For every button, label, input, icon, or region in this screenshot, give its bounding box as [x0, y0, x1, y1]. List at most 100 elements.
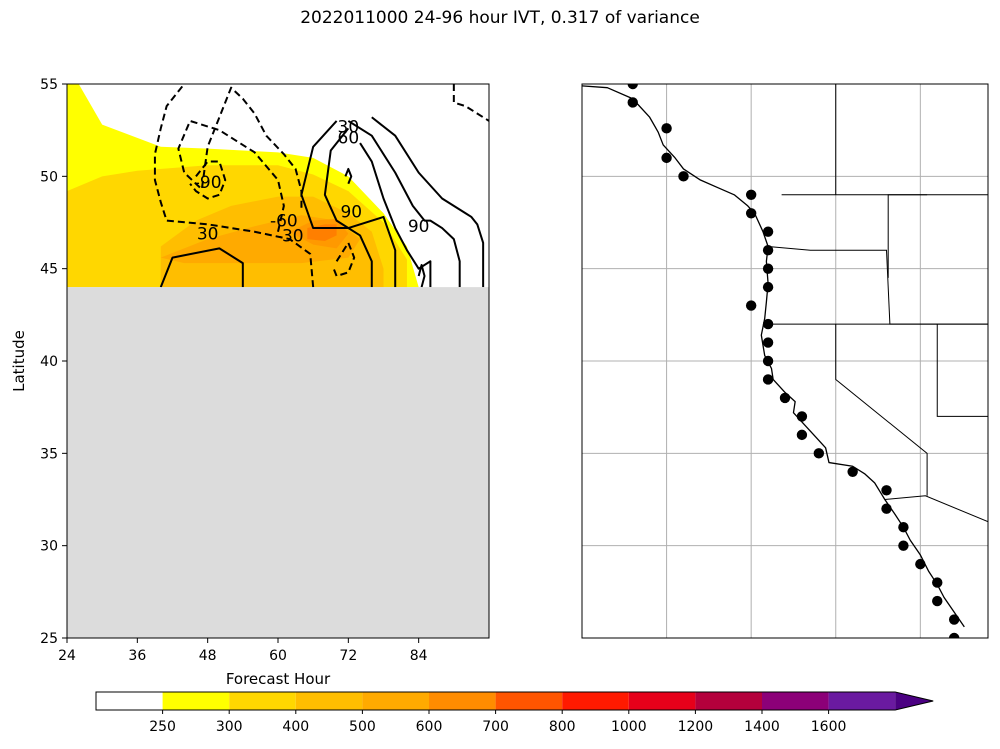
colorbar-segment	[695, 692, 762, 710]
station-point	[948, 614, 960, 625]
colorbar-segment	[828, 692, 896, 710]
colorbar-tick-label: 600	[416, 719, 443, 735]
colorbar-tick-label: 250	[149, 719, 176, 735]
colorbar-tick-label: 500	[349, 719, 376, 735]
contour-label: 60	[338, 129, 360, 149]
station-point	[661, 123, 672, 134]
contour-line--30	[452, 84, 489, 122]
contour-line-60	[323, 127, 373, 288]
colorbar-segment	[162, 692, 230, 710]
station-point	[762, 374, 774, 385]
station-point	[745, 189, 757, 200]
contour-line-90	[417, 263, 426, 288]
state-border	[887, 194, 928, 278]
y-tick-label: 35	[40, 446, 58, 462]
x-tick-label: 24	[58, 648, 76, 664]
station-point	[762, 245, 774, 256]
colorbar-tick-label: 1600	[811, 719, 847, 735]
x-tick-label: 48	[199, 648, 217, 664]
station-point	[932, 577, 943, 588]
contour-line--60	[177, 86, 303, 232]
contour-label: 30	[338, 117, 360, 137]
station-point	[745, 300, 757, 311]
x-tick-label: 84	[410, 648, 428, 664]
station-point	[627, 97, 638, 108]
station-point	[898, 522, 909, 533]
contour-line-60	[347, 120, 461, 288]
station-point	[932, 595, 943, 607]
colorbar-tick-label: 800	[549, 719, 576, 735]
station-point	[762, 263, 774, 274]
station-point	[762, 337, 774, 348]
map-frame	[581, 83, 989, 639]
station-point	[762, 226, 774, 237]
colorbar-tick-label: 400	[282, 719, 309, 735]
y-tick-label: 25	[40, 631, 58, 647]
station-point	[813, 448, 825, 459]
station-point	[762, 355, 774, 367]
contour-line-30	[159, 247, 244, 288]
y-axis-label: Latitude	[10, 330, 28, 392]
colorbar-segment	[229, 692, 296, 710]
station-point	[762, 318, 774, 330]
colorbar-segment	[628, 692, 696, 710]
missing-data-region	[67, 287, 489, 638]
colorbar-tick-label: 1200	[678, 719, 714, 735]
station-point	[796, 429, 808, 441]
state-border	[835, 324, 928, 496]
colorbar-extend-arrow	[895, 692, 934, 710]
station-point	[796, 411, 808, 422]
station-map-plot	[581, 83, 989, 639]
colorbar-frame	[95, 691, 934, 711]
contour-label: -90	[194, 173, 222, 193]
x-tick-label: 36	[128, 648, 146, 664]
station-point	[745, 208, 757, 219]
contour-label: 30	[197, 225, 219, 245]
x-tick-label: 72	[339, 648, 357, 664]
x-axis-label: Forecast Hour	[226, 670, 331, 688]
contour-line-90	[359, 142, 432, 288]
colorbar-segment	[562, 692, 629, 710]
contour-label: -30	[276, 226, 304, 246]
y-tick-label: 30	[40, 539, 58, 555]
colorbar-segment	[429, 692, 496, 710]
state-border	[768, 246, 988, 325]
station-point	[661, 152, 672, 164]
contour-line--90	[189, 160, 227, 200]
contour-label: 90	[340, 202, 362, 222]
ivt-colorbar: 250 300 400 500 600 700 800 1000 1200 1400 1600	[95, 691, 934, 735]
colorbar-tick-label: 1400	[744, 719, 780, 735]
contour-label: -60	[270, 212, 298, 232]
contour-line-30	[300, 120, 397, 288]
x-tick-label: 60	[269, 648, 287, 664]
y-tick-label: 50	[40, 169, 58, 185]
contour-label: 90	[408, 217, 430, 237]
contour-line-90	[344, 167, 353, 185]
y-tick-label: 55	[40, 77, 58, 93]
figure-title: 2022011000 24-96 hour IVT, 0.317 of vari…	[300, 8, 700, 28]
colorbar-tick-label: 700	[482, 719, 509, 735]
station-point	[898, 540, 909, 551]
station-point	[948, 632, 960, 638]
station-point	[915, 558, 926, 570]
colorbar-segment	[362, 692, 429, 710]
state-border	[884, 495, 988, 523]
map-area	[582, 84, 988, 638]
station-point	[847, 466, 858, 477]
station-point	[881, 485, 892, 496]
colorbar-segment	[295, 692, 363, 710]
colorbar-segment	[96, 692, 163, 710]
colorbar-tick-label: 1000	[611, 719, 647, 735]
contour-line--30	[153, 84, 315, 288]
y-tick-label: 40	[40, 354, 58, 370]
station-point	[762, 281, 774, 293]
y-tick-label: 45	[40, 262, 58, 278]
colorbar-tick-label: 300	[216, 719, 243, 735]
contour-line-30	[371, 116, 485, 288]
colorbar-segment	[495, 692, 563, 710]
contour-line--30	[332, 241, 356, 278]
station-point	[881, 503, 892, 514]
